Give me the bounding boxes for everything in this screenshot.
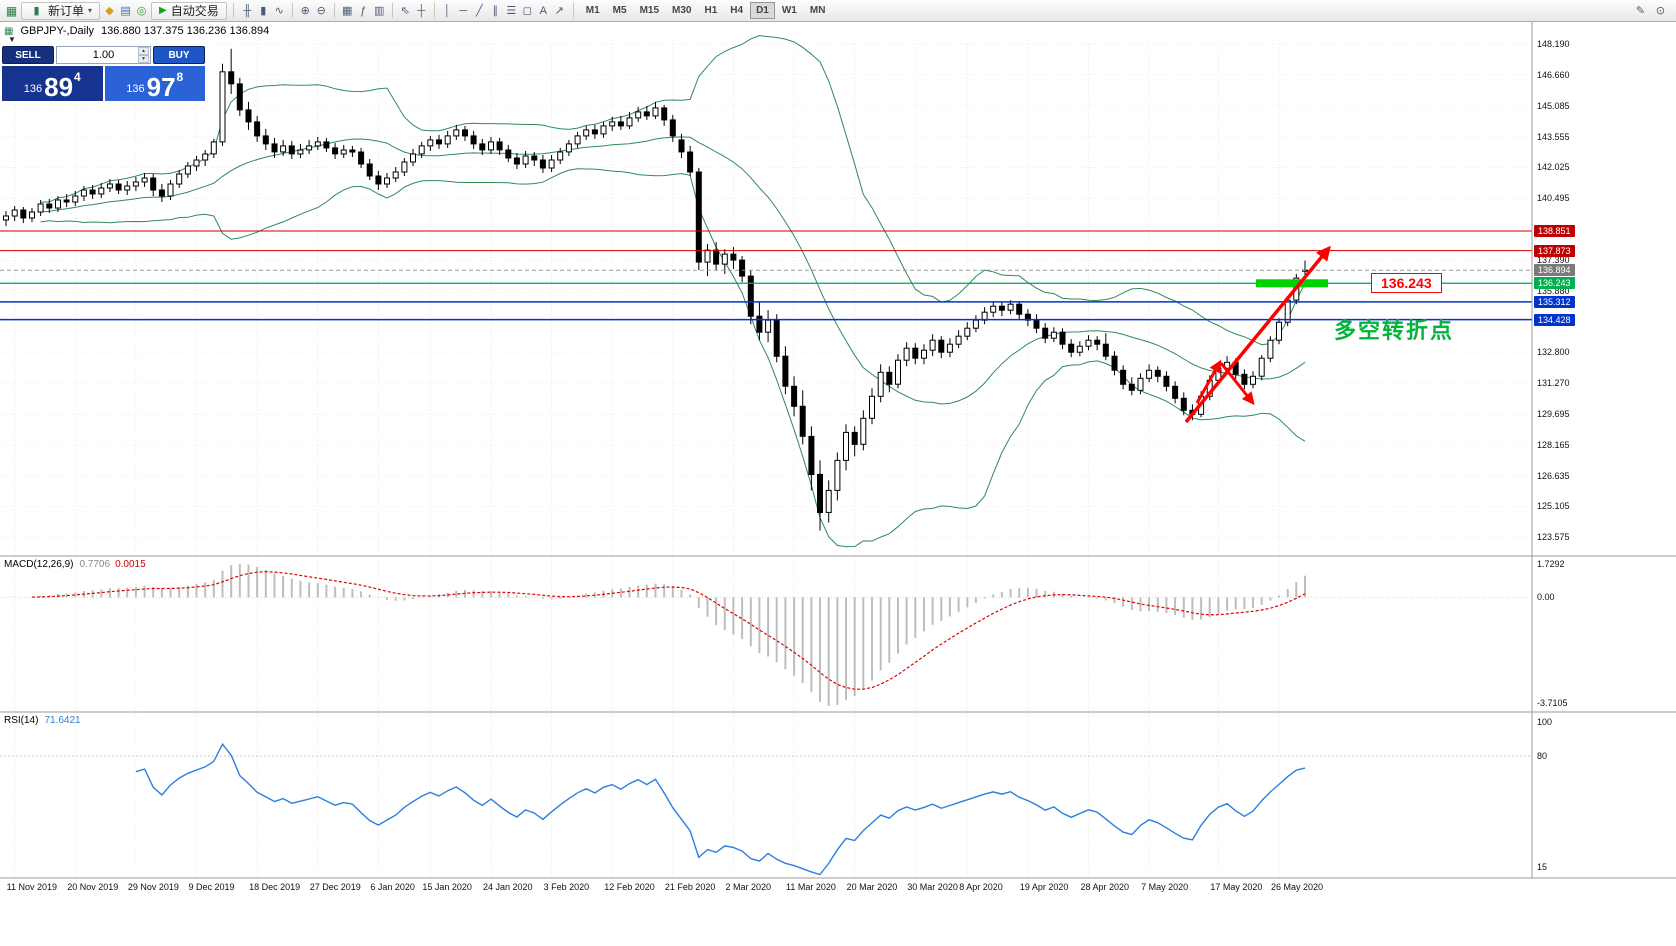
support-highlight-bar [1256, 279, 1328, 288]
macd-header: MACD(12,26,9) 0.7706 0.0015 [4, 559, 146, 570]
sell-price-point: 4 [74, 70, 81, 84]
macd-signal-value: 0.0015 [115, 559, 146, 570]
chart-window-icon: ▦ [4, 25, 14, 37]
lot-decrease-button[interactable]: ▼ [138, 55, 149, 63]
new-order-icon: ▮ [33, 4, 40, 17]
chart-window: 148.190 146.660 145.085 143.555 142.025 140.4… [0, 22, 1676, 946]
panel-separators [0, 22, 1676, 879]
rsi-header: RSI(14) 71.6421 [4, 715, 81, 726]
shapes-icon[interactable]: ◻ [522, 4, 532, 17]
timeframe-d1[interactable]: D1 [750, 2, 775, 19]
timeframe-h4[interactable]: H4 [724, 2, 749, 19]
timeframe-m30[interactable]: M30 [666, 2, 697, 19]
navigator-icon[interactable]: ◎ [136, 4, 147, 17]
toolbar-separator [291, 3, 293, 18]
zoom-in-icon[interactable]: ⊕ [300, 4, 310, 17]
rsi-label: RSI(14) [4, 715, 39, 726]
data-window-icon[interactable]: ▤ [120, 4, 131, 17]
workspace-icon-group: ◆ ▤ ◎ [102, 2, 149, 20]
sell-price[interactable]: 136 89 4 [2, 66, 103, 101]
price-chart[interactable] [0, 22, 1676, 946]
macd-value: 0.7706 [79, 559, 111, 570]
fibonacci-icon[interactable]: ☰ [506, 4, 517, 17]
search-icon[interactable]: ⊙ [1655, 4, 1666, 17]
trend-arrows [1184, 245, 1331, 424]
chart-ohlc-values: 136.880 137.375 136.236 136.894 [101, 25, 270, 37]
lot-increase-button[interactable]: ▲ [138, 47, 149, 55]
toolbar-separator [391, 3, 393, 18]
price-lines [0, 230, 1532, 321]
indicators-icon[interactable]: ƒ [360, 4, 367, 17]
auto-trading-label: 自动交易 [170, 4, 219, 18]
text-icon[interactable]: A [539, 4, 547, 17]
buy-price-big: 97 [146, 71, 176, 102]
candlestick-chart-icon[interactable]: ▮ [260, 4, 267, 17]
timeframe-h1[interactable]: H1 [698, 2, 723, 19]
crosshair-icon[interactable]: ┼ [417, 4, 426, 17]
terminal-icon: ▦ [5, 3, 18, 18]
macd-indicator [0, 564, 1532, 706]
toolbar-separator [572, 3, 574, 18]
price-level-annotation: 136.243 [1371, 273, 1442, 293]
rsi-value: 71.6421 [44, 715, 81, 726]
new-order-button[interactable]: ▮ 新订单 ▾ [21, 1, 101, 20]
main-toolbar: ▦ ▮ 新订单 ▾ ◆ ▤ ◎ ▶ 自动交易 ╫ ▮ ∿ ⊕ ⊖ ▦ ƒ ▥ ⇖ ┼ │ ─ ╱ ∥ ☰ ◻ A ↗ … [0, 0, 1676, 22]
line-chart-icon[interactable]: ∿ [274, 4, 284, 17]
candlesticks [3, 48, 1308, 531]
sell-button[interactable]: SELL [2, 46, 54, 64]
sell-price-big: 89 [44, 71, 74, 102]
trendline-icon[interactable]: ╱ [475, 4, 483, 17]
lot-size-value: 1.00 [92, 49, 115, 61]
chevron-down-icon: ▾ [88, 6, 93, 15]
one-click-trading-panel: SELL 1.00 ▲ ▼ BUY 136 89 4 136 97 8 [2, 46, 205, 101]
chart-title: GBPJPY-,Daily [20, 25, 95, 37]
pivot-point-annotation: 多空转折点 [1334, 318, 1455, 343]
toolbar-separator [333, 3, 335, 18]
buy-price-prefix: 136 [126, 83, 145, 95]
rsi-indicator [0, 742, 1532, 876]
templates-icon[interactable]: ▥ [374, 4, 385, 17]
tile-windows-icon[interactable]: ▦ [342, 4, 353, 17]
timeframe-w1[interactable]: W1 [776, 2, 803, 19]
market-watch-icon[interactable]: ◆ [105, 4, 114, 17]
new-order-label: 新订单 [48, 4, 85, 18]
lot-size-field[interactable]: 1.00 ▲ ▼ [56, 46, 151, 64]
timeframe-m5[interactable]: M5 [607, 2, 633, 19]
vertical-line-icon[interactable]: │ [443, 4, 451, 17]
chart-title-row: ▦ GBPJPY-,Daily 136.880 137.375 136.236 … [4, 25, 269, 37]
macd-label: MACD(12,26,9) [4, 559, 74, 570]
horizontal-line-icon[interactable]: ─ [459, 4, 468, 17]
bar-chart-icon[interactable]: ╫ [243, 4, 252, 17]
timeframe-mn[interactable]: MN [804, 2, 832, 19]
timeframe-m1[interactable]: M1 [580, 2, 606, 19]
toolbar-separator [232, 3, 234, 18]
buy-price[interactable]: 136 97 8 [104, 66, 205, 102]
chart-tools-group: ╫ ▮ ∿ ⊕ ⊖ ▦ ƒ ▥ ⇖ ┼ │ ─ ╱ ∥ ☰ ◻ A ↗ [240, 2, 567, 20]
right-icon-group: ✎ ⊙ [1633, 2, 1672, 20]
buy-price-point: 8 [176, 70, 184, 84]
toolbar-separator [433, 3, 435, 18]
edit-icon[interactable]: ✎ [1635, 4, 1646, 17]
channel-icon[interactable]: ∥ [492, 4, 499, 17]
timeframe-m15[interactable]: M15 [634, 2, 665, 19]
buy-button[interactable]: BUY [153, 46, 205, 64]
grid [0, 43, 1532, 878]
arrows-icon[interactable]: ↗ [554, 4, 564, 17]
timeframe-group: M1 M5 M15 M30 H1 H4 D1 W1 MN [580, 2, 832, 19]
play-icon: ▶ [159, 5, 167, 16]
cursor-icon[interactable]: ⇖ [400, 4, 410, 17]
zoom-out-icon[interactable]: ⊖ [316, 4, 326, 17]
sell-price-prefix: 136 [23, 83, 43, 95]
lot-stepper: ▲ ▼ [138, 47, 149, 63]
trade-panel-toggle[interactable]: ▼ [8, 35, 16, 44]
auto-trading-button[interactable]: ▶ 自动交易 [151, 1, 227, 20]
